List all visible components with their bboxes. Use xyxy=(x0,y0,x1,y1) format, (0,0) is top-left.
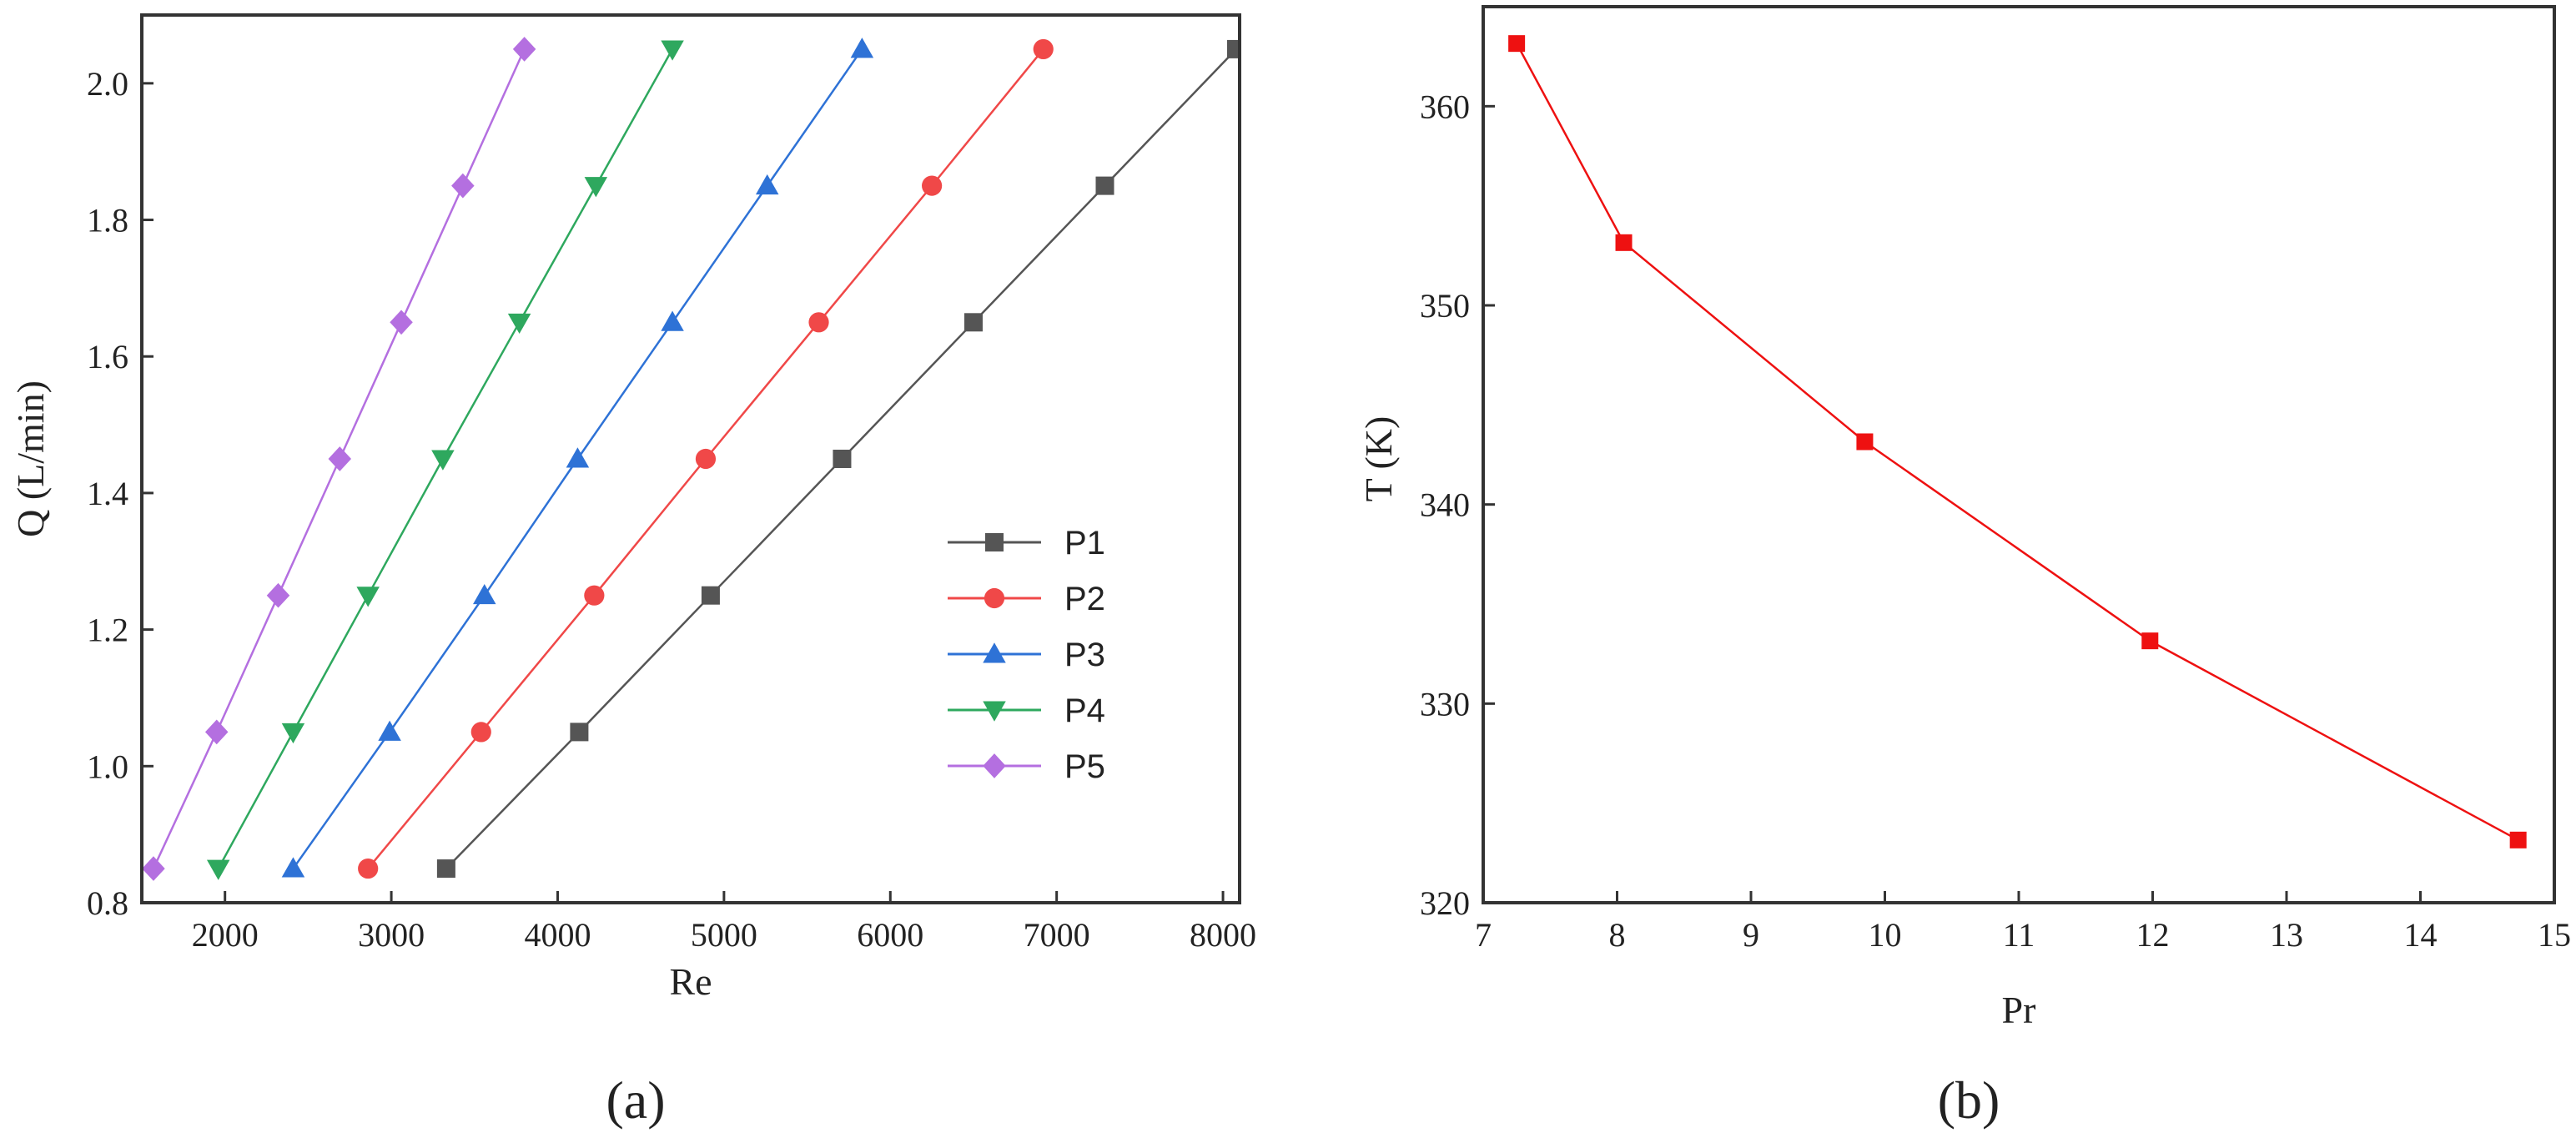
chart-b-x-tick-label: 7 xyxy=(1475,916,1492,954)
chart-a-x-tick-label: 8000 xyxy=(1190,916,1256,954)
chart-a-series-p3-point xyxy=(281,857,305,878)
chart-a-x-tick-label: 5000 xyxy=(691,916,757,954)
chart-b-x-tick-label: 15 xyxy=(2538,916,2571,954)
chart-a-legend-p2-label: P2 xyxy=(1064,581,1105,617)
chart-a-series-p3-point xyxy=(566,447,590,468)
chart-a-series-p5-point xyxy=(451,173,475,199)
chart-a-legend-p1-label: P1 xyxy=(1064,525,1105,561)
chart-a-plot-frame xyxy=(140,13,1241,904)
chart-a-series-p2-point xyxy=(808,312,829,333)
chart-a-legend-p1-marker xyxy=(985,533,1004,551)
chart-b-series-t-point xyxy=(2509,831,2527,848)
chart-a-series-p2-point xyxy=(470,722,491,743)
chart-b-series-t-line xyxy=(1516,43,2519,841)
chart-b-x-tick-label: 9 xyxy=(1743,916,1759,954)
chart-a-series-p5-point xyxy=(390,310,413,335)
chart-a-y-tick-label: 1.2 xyxy=(87,612,128,649)
chart-b-x-tick-label: 14 xyxy=(2404,916,2438,954)
chart-a-x-axis-title: Re xyxy=(669,960,712,1003)
chart-a-y-axis-title: Q (L/min) xyxy=(9,380,52,537)
chart-b-x-tick-label: 11 xyxy=(2003,916,2035,954)
chart-a-y-axis: 0.8 1.0 1.2 1.4 1.6 1.8 2.0 xyxy=(87,65,153,922)
chart-a-legend-p3-label: P3 xyxy=(1064,637,1105,673)
chart-b-x-axis-title: Pr xyxy=(2002,989,2036,1031)
chart-b-caption: (b) xyxy=(1938,1070,2000,1130)
chart-a-x-tick-label: 3000 xyxy=(358,916,425,954)
chart-a-series-p2-point xyxy=(358,858,379,879)
chart-a-series-p3-point xyxy=(378,720,401,741)
chart-b-y-axis-title: T (K) xyxy=(1357,416,1400,502)
chart-b-y-tick-label: 330 xyxy=(1420,685,1470,723)
chart-a-legend-p3-marker xyxy=(983,642,1006,663)
chart-a-series-p1-point xyxy=(833,450,852,468)
chart-b-x-tick-label: 8 xyxy=(1609,916,1626,954)
chart-a-y-tick-label: 1.8 xyxy=(87,202,128,239)
chart-a-series-p2-point xyxy=(695,448,717,470)
chart-b-y-tick-label: 340 xyxy=(1420,486,1470,524)
chart-b: 7 8 9 10 11 12 13 14 15 320 330 340 350 360 Pr T (K)… xyxy=(1357,5,2571,1130)
chart-a-series-p4-point xyxy=(206,859,230,880)
chart-b-series-t-point xyxy=(1856,433,1874,451)
chart-b-x-tick-label: 13 xyxy=(2270,916,2303,954)
chart-a-series-p5-point xyxy=(328,446,352,471)
chart-a: 2000 3000 4000 5000 6000 7000 8000 0.8 1.0 1.2 1.… xyxy=(9,13,1256,1130)
chart-a-series-p4-point xyxy=(661,40,684,61)
chart-a-series-p1-point xyxy=(1227,39,1240,58)
chart-a-series-p5-point xyxy=(142,856,165,881)
chart-b-series-t-point xyxy=(2141,632,2159,650)
chart-a-series-p4-point xyxy=(281,723,305,744)
chart-b-series-t-point xyxy=(1615,234,1633,251)
chart-b-y-tick-label: 350 xyxy=(1420,287,1470,325)
chart-a-series-p5-point xyxy=(512,37,536,62)
chart-b-x-tick-label: 12 xyxy=(2136,916,2170,954)
chart-a-series-p3-point xyxy=(850,38,874,58)
chart-a-series-p5-point xyxy=(266,582,290,608)
chart-b-y-tick-label: 320 xyxy=(1420,884,1470,922)
chart-a-series-p3-point xyxy=(755,174,779,195)
chart-a-x-tick-label: 2000 xyxy=(192,916,259,954)
chart-b-y-axis: 320 330 340 350 360 xyxy=(1420,88,1495,922)
chart-a-series-p2-point xyxy=(922,175,943,196)
chart-a-y-tick-label: 1.4 xyxy=(87,475,128,512)
chart-a-series-p3-point xyxy=(661,310,684,331)
chart-a-series-p1-point xyxy=(701,586,720,605)
chart-a-series-layer xyxy=(142,37,1240,881)
chart-b-x-axis: 7 8 9 10 11 12 13 14 15 xyxy=(1475,891,2571,954)
chart-a-y-tick-label: 1.6 xyxy=(87,338,128,375)
chart-a-series-p1-point xyxy=(1095,176,1114,195)
chart-b-plot-area xyxy=(1508,35,2527,848)
chart-b-plot-frame xyxy=(1482,5,2556,904)
chart-a-series-p2-point xyxy=(1033,38,1054,60)
chart-a-legend: P1 P2 P3 P4 P5 xyxy=(948,525,1105,785)
chart-a-legend-p5-label: P5 xyxy=(1064,748,1105,785)
chart-a-x-tick-label: 6000 xyxy=(857,916,923,954)
chart-a-series-p1-point xyxy=(436,859,455,879)
chart-b-y-tick-label: 360 xyxy=(1420,88,1470,125)
chart-a-series-p2-point xyxy=(584,585,605,606)
chart-a-caption: (a) xyxy=(606,1070,665,1130)
chart-a-x-tick-label: 4000 xyxy=(524,916,591,954)
chart-a-legend-p4-label: P4 xyxy=(1064,692,1105,729)
chart-a-legend-p5-marker xyxy=(983,753,1006,778)
chart-a-series-p4-point xyxy=(507,313,531,335)
chart-b-series-layer xyxy=(1508,35,2527,848)
chart-a-plot-area xyxy=(142,37,1240,881)
chart-a-x-tick-label: 7000 xyxy=(1024,916,1090,954)
chart-b-x-tick-label: 10 xyxy=(1869,916,1902,954)
chart-a-series-p5-point xyxy=(204,719,229,745)
chart-a-legend-p2-marker xyxy=(984,587,1005,609)
chart-a-y-tick-label: 1.0 xyxy=(87,748,128,785)
chart-a-legend-p4-marker xyxy=(983,701,1006,722)
chart-a-series-p1-point xyxy=(963,313,983,332)
chart-a-series-p4-point xyxy=(584,177,608,198)
chart-b-series-t-point xyxy=(1508,35,1526,53)
chart-a-y-tick-label: 0.8 xyxy=(87,884,128,922)
chart-a-x-axis: 2000 3000 4000 5000 6000 7000 8000 xyxy=(192,891,1256,954)
chart-a-series-p4-point xyxy=(431,450,455,471)
chart-a-series-p4-point xyxy=(356,587,380,607)
chart-a-series-p1-point xyxy=(570,723,589,742)
chart-a-y-tick-label: 2.0 xyxy=(87,65,128,103)
chart-a-series-p3-point xyxy=(473,583,496,605)
